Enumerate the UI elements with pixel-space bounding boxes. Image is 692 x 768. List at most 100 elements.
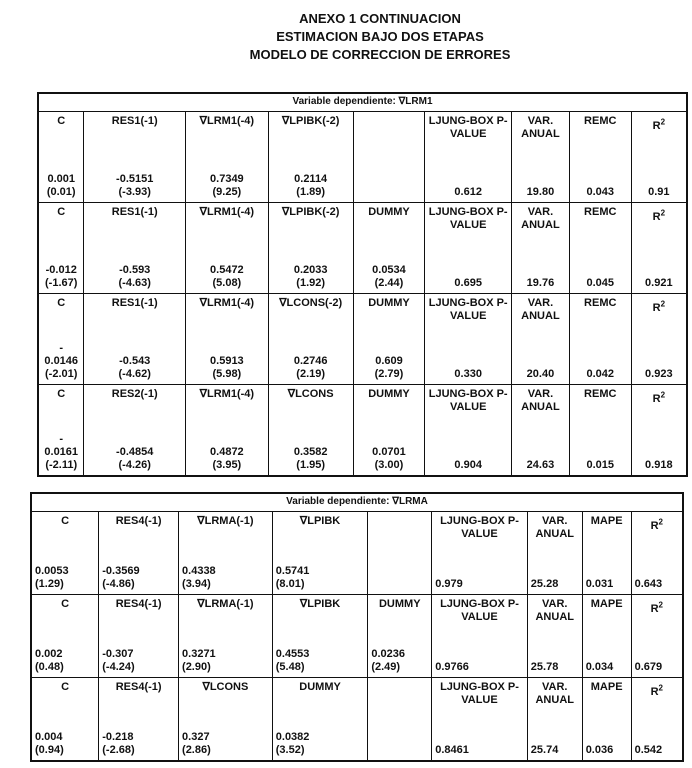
t-statistic: (2.79) [374, 368, 404, 380]
table-cell: LJUNG-BOX P-VALUE 0.330 [424, 293, 512, 385]
variable-label: R2 [635, 598, 679, 616]
label-text: VAR. ANUAL [521, 388, 560, 413]
table-cell: RES4(-1) -0.218 (-2.68) [98, 677, 180, 762]
table-cell: VAR. ANUAL 20.40 [510, 293, 570, 385]
table-cell: ∇LPIBK 0.4553 (5.48) [271, 594, 369, 678]
table-cell: DUMMY 0.0236 (2.49) [367, 594, 433, 678]
coefficient-value: 0.5741 [275, 565, 310, 577]
variable-label: R2 [635, 681, 679, 699]
variable-label: RES4(-1) [102, 515, 175, 528]
label-text: DUMMY [378, 598, 421, 610]
r2-label: R2 [652, 117, 666, 132]
label-text: ∇LRMA(-1) [197, 515, 254, 527]
t-statistic: (-1.67) [45, 277, 78, 289]
coefficient-value: 0.5913 [210, 355, 244, 367]
variable-label: R2 [635, 115, 683, 133]
label-text: LJUNG-BOX P-VALUE [428, 206, 508, 231]
label-text: LJUNG-BOX P-VALUE [440, 681, 519, 706]
variable-label: RES1(-1) [87, 297, 182, 310]
label-text: C [57, 115, 66, 127]
table-cell: VAR. ANUAL 25.74 [526, 677, 583, 762]
variable-label: C [42, 388, 80, 401]
t-statistic: (0.94) [35, 744, 64, 756]
label-text: VAR. ANUAL [521, 115, 560, 140]
r2-label: R2 [652, 208, 666, 223]
header-line-1: ANEXO 1 CONTINUACION [299, 11, 461, 26]
variable-label: LJUNG-BOX P-VALUE [428, 297, 508, 323]
coefficient-value: -0.218 [102, 731, 134, 743]
label-text: LJUNG-BOX P-VALUE [440, 598, 519, 623]
table-cell: ∇LRM1(-4) 0.4872 (3.95) [184, 384, 269, 477]
label-text: ∇LRM1(-4) [199, 388, 255, 400]
table-cell: R2 0.921 [630, 202, 688, 294]
label-text: LJUNG-BOX P-VALUE [428, 297, 508, 322]
variable-label: REMC [573, 206, 628, 219]
t-statistic: (2.19) [296, 368, 326, 380]
variable-label: RES2(-1) [87, 388, 182, 401]
r2-label: R2 [650, 600, 663, 615]
table-cell: R2 0.923 [630, 293, 688, 385]
t-statistic: (0.01) [46, 186, 76, 198]
variable-label: VAR. ANUAL [531, 598, 579, 624]
t-statistic: (5.98) [212, 368, 242, 380]
coefficient-value: -0.543 [119, 355, 151, 367]
variable-label: VAR. ANUAL [515, 206, 566, 232]
table-cell: RES1(-1) -0.5151 (-3.93) [83, 111, 186, 203]
table-cell: ∇LPIBK(-2) 0.2114 (1.89) [267, 111, 354, 203]
variable-label: DUMMY [371, 598, 428, 611]
label-text: REMC [584, 115, 617, 127]
coefficient-value: - 0.0161 [44, 433, 79, 458]
table-cell: DUMMY 0.609 (2.79) [352, 293, 426, 385]
label-text: ∇LPIBK(-2) [281, 206, 340, 218]
table-cell: ∇LCONS 0.327 (2.86) [178, 677, 273, 762]
coefficient-value: 0.0701 [372, 446, 406, 458]
model-row: C 0.004 (0.94) RES4(-1) -0.218 (-2.68) ∇LCON… [30, 677, 684, 762]
label-text: MAPE [590, 681, 623, 693]
coefficient-value: 0.015 [586, 459, 615, 471]
table-cell: REMC 0.042 [568, 293, 632, 385]
table-cell: R2 0.91 [630, 111, 688, 203]
t-statistic: (1.89) [296, 186, 326, 198]
table-cell: MAPE 0.034 [581, 594, 632, 678]
variable-label: ∇LCONS(-2) [272, 297, 350, 310]
t-statistic: (9.25) [212, 186, 242, 198]
coefficient-value: 0.643 [634, 578, 663, 590]
coefficient-value: -0.307 [102, 648, 134, 660]
table-cell: DUMMY 0.0382 (3.52) [271, 677, 369, 762]
table-cell: R2 0.918 [630, 384, 688, 477]
variable-label: C [35, 681, 95, 694]
coefficient-value: 0.2033 [293, 264, 328, 276]
variable-label: ∇LCONS [182, 681, 269, 694]
t-statistic: (-4.63) [118, 277, 151, 289]
table-cell: C - 0.0146 (-2.01) [37, 293, 85, 385]
variable-label: LJUNG-BOX P-VALUE [428, 388, 508, 414]
label-text: REMC [584, 388, 617, 400]
label-text: ∇LPIBK [299, 515, 341, 527]
variable-label: R2 [635, 388, 683, 406]
table-cell: REMC 0.043 [568, 111, 632, 203]
t-statistic: (-2.01) [45, 368, 78, 380]
variable-label: ∇LRMA(-1) [182, 598, 269, 611]
coefficient-value: 0.542 [634, 744, 663, 756]
coefficient-value: 20.40 [526, 368, 555, 380]
model-row: C - 0.0161 (-2.11) RES2(-1) -0.4854 (-4.26)… [37, 384, 688, 477]
table-cell: LJUNG-BOX P-VALUE 0.904 [424, 384, 512, 477]
variable-label: DUMMY [357, 388, 422, 401]
t-statistic: (1.92) [296, 277, 326, 289]
label-text: RES2(-1) [111, 388, 158, 400]
label-text: RES4(-1) [115, 515, 162, 527]
table-cell: C 0.002 (0.48) [30, 594, 100, 678]
r2-label: R2 [650, 517, 663, 532]
t-statistic: (3.52) [275, 744, 305, 756]
table-cell: ∇LRM1(-4) 0.7349 (9.25) [184, 111, 269, 203]
table-cell [352, 111, 426, 203]
header-line-3: MODELO DE CORRECCION DE ERRORES [249, 47, 511, 62]
table-cell: C - 0.0161 (-2.11) [37, 384, 85, 477]
label-text: ∇LPIBK [299, 598, 341, 610]
coefficient-value: 0.4553 [275, 648, 310, 660]
table-cell: ∇LRMA(-1) 0.4338 (3.94) [178, 511, 273, 595]
coefficient-value: 25.28 [530, 578, 559, 590]
t-statistic: (5.48) [275, 661, 305, 673]
table-cell: RES4(-1) -0.3569 (-4.86) [98, 511, 180, 595]
coefficient-value: 19.80 [526, 186, 555, 198]
